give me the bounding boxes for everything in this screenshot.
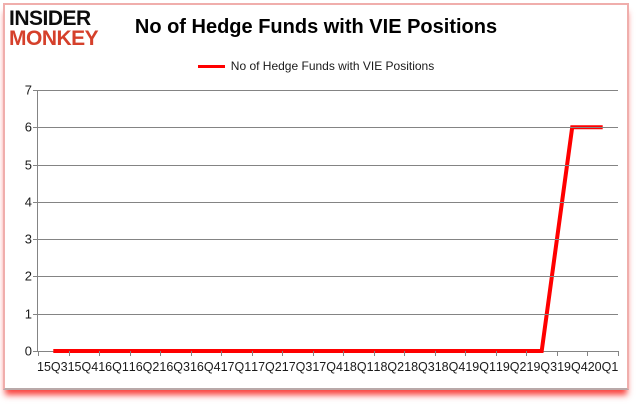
x-tick-12 (404, 351, 406, 356)
x-axis-label-18Q2: 18Q2 (373, 360, 405, 374)
gridline-y-5 (38, 164, 618, 166)
x-axis-label-15Q3: 15Q3 (37, 360, 68, 374)
y-axis-label-2: 2 (24, 268, 32, 284)
y-tick-7 (33, 90, 38, 91)
x-tick-9 (312, 351, 314, 356)
x-axis-label-20Q1: 20Q1 (587, 360, 619, 374)
x-tick-18 (587, 351, 589, 356)
y-tick-4 (33, 201, 38, 203)
x-axis-label-19Q1: 19Q1 (465, 360, 496, 374)
y-tick-1 (33, 313, 38, 315)
plot-area: 0 1 2 3 4 5 6 7 (25, 83, 619, 359)
x-tick-14 (465, 351, 467, 356)
x-axis-label-17Q2: 17Q2 (251, 360, 282, 374)
x-axis-label-17Q1: 17Q1 (220, 360, 252, 374)
gridline-y-4 (38, 201, 618, 203)
x-tick-4 (160, 351, 162, 356)
gridline-y-7 (38, 90, 618, 91)
y-axis-label-0: 0 (24, 343, 32, 359)
insider-monkey-logo: INSIDER MONKEY (9, 7, 99, 50)
x-tick-0 (38, 351, 39, 356)
x-axis-label-18Q3: 18Q3 (404, 360, 435, 374)
logo-text-monkey: MONKEY (9, 26, 99, 50)
x-tick-1 (68, 351, 70, 356)
gridline-y-6 (38, 127, 618, 129)
x-tick-5 (190, 351, 192, 356)
y-axis-label-4: 4 (24, 194, 32, 210)
x-tick-6 (221, 351, 223, 356)
gridline-y-3 (38, 239, 618, 241)
gridline-y-2 (38, 276, 618, 278)
logo-text-insider: INSIDER (9, 7, 91, 30)
y-axis-label-1: 1 (24, 306, 32, 322)
legend: No of Hedge Funds with VIE Positions (5, 59, 627, 73)
x-tick-11 (373, 351, 375, 356)
chart-title: No of Hedge Funds with VIE Positions (134, 16, 498, 38)
x-tick-15 (495, 351, 497, 356)
x-axis-label-15Q4: 15Q4 (67, 360, 99, 374)
series-layer (53, 125, 603, 353)
x-axis-labels: 15Q3 15Q4 16Q1 16Q2 16Q3 16Q4 17Q1 17Q2 17Q3 17Q4… (37, 360, 619, 374)
x-axis-label-16Q2: 16Q2 (128, 360, 160, 374)
x-tick-17 (556, 351, 558, 356)
y-tick-0 (33, 351, 38, 352)
chart-card: INSIDER MONKEY No of Hedge Funds with VI… (3, 3, 629, 390)
x-tick-2 (99, 351, 101, 356)
legend-label: No of Hedge Funds with VIE Positions (230, 59, 435, 73)
x-tick-13 (434, 351, 436, 356)
x-axis-label-17Q3: 17Q3 (281, 360, 313, 374)
x-tick-16 (526, 351, 528, 356)
x-axis-label-19Q3: 19Q3 (526, 360, 558, 374)
y-axis-label-7: 7 (24, 82, 32, 98)
y-tick-2 (33, 276, 38, 278)
x-axis-label-18Q4: 18Q4 (434, 360, 466, 374)
data-line (53, 125, 603, 353)
y-tick-6 (33, 127, 38, 129)
y-axis-label-5: 5 (24, 157, 32, 173)
y-axis-label-3: 3 (24, 231, 32, 247)
x-axis-label-16Q4: 16Q4 (189, 360, 221, 374)
x-tick-10 (343, 351, 345, 356)
y-tick-5 (33, 164, 38, 166)
x-axis-label-19Q4: 19Q4 (557, 360, 588, 374)
x-axis-label-18Q1: 18Q1 (342, 360, 374, 374)
y-axis-label-6: 6 (24, 119, 32, 135)
x-axis-label-16Q3: 16Q3 (159, 360, 190, 374)
x-axis-label-19Q2: 19Q2 (495, 360, 527, 374)
gridline-y-1 (38, 313, 618, 315)
y-tick-3 (33, 239, 38, 241)
x-tick-19 (618, 351, 619, 356)
x-tick-3 (129, 351, 131, 356)
x-axis-label-16Q1: 16Q1 (98, 360, 129, 374)
x-axis-label-17Q4: 17Q4 (312, 360, 343, 374)
x-tick-8 (282, 351, 284, 356)
legend-line-marker (197, 64, 225, 68)
x-tick-7 (251, 351, 253, 356)
